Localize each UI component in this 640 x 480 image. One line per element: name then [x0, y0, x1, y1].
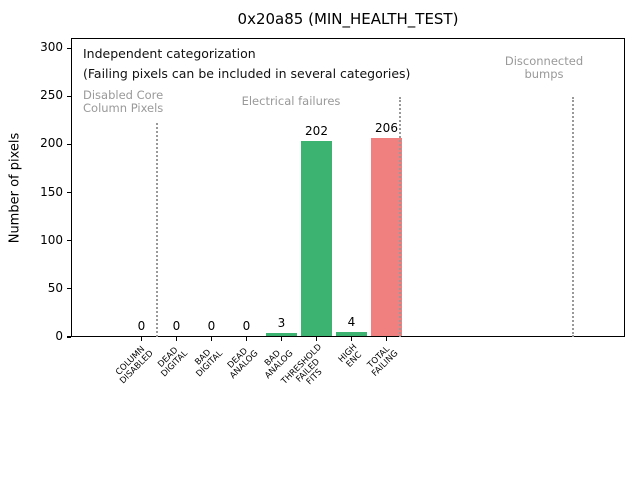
bar-5	[301, 141, 332, 336]
section-separator	[399, 97, 401, 337]
y-tick	[67, 240, 71, 242]
note-line-1: Independent categorization	[83, 46, 256, 61]
y-tick	[67, 191, 71, 194]
bar-value-label: 0	[207, 319, 216, 333]
bar-value-label: 0	[242, 319, 251, 333]
plot-area: Independent categorization (Failing pixe…	[71, 38, 625, 337]
bar-value-label: 0	[172, 319, 181, 333]
x-tick-label: BAD DIGITAL	[193, 347, 226, 380]
y-tick-label: 200	[40, 136, 63, 151]
y-tick	[67, 47, 71, 49]
x-tick-label: DEAD DIGITAL	[156, 345, 191, 380]
y-tick-label: 300	[40, 40, 63, 55]
y-tick-label: 100	[40, 232, 63, 247]
x-tick	[245, 337, 248, 341]
y-axis-label: Number of pixels	[7, 132, 23, 244]
bar-value-label: 206	[375, 121, 398, 135]
y-tick	[67, 288, 71, 290]
y-tick-label: 250	[40, 88, 63, 103]
y-tick	[67, 143, 71, 145]
y-tick-label: 150	[40, 184, 63, 199]
x-tick-label: TOTAL FAILING	[365, 344, 401, 379]
bar-7	[371, 138, 402, 336]
x-tick	[210, 337, 213, 341]
bar-value-label: 202	[305, 124, 328, 138]
x-tick	[315, 337, 318, 341]
y-tick	[67, 336, 71, 338]
bar-value-label: 0	[137, 319, 146, 333]
bar-4	[266, 333, 297, 336]
section-separator	[572, 97, 574, 337]
bar-value-label: 3	[277, 316, 286, 330]
x-tick	[280, 337, 283, 341]
x-tick-label: DEAD ANALOG	[225, 346, 261, 381]
section-label-electrical-failures: Electrical failures	[241, 94, 341, 108]
x-tick	[175, 337, 178, 341]
section-label-disconnected-bumps: Disconnected bumps	[504, 54, 584, 81]
x-tick-label: HIGH ENC	[336, 342, 364, 370]
x-tick	[140, 337, 143, 341]
note-line-2: (Failing pixels can be included in sever…	[83, 66, 411, 81]
section-label-disabled-core: Disabled Core Column Pixels	[83, 88, 164, 115]
x-tick	[385, 337, 388, 341]
x-tick-label: COLUMN DISABLED	[113, 344, 156, 387]
x-tick	[350, 337, 353, 341]
y-tick-label: 0	[55, 329, 63, 343]
bar-value-label: 4	[347, 315, 356, 329]
y-tick-label: 50	[47, 280, 63, 295]
chart-title: 0x20a85 (MIN_HEALTH_TEST)	[237, 10, 459, 28]
bar-6	[336, 332, 367, 336]
section-separator	[156, 123, 158, 337]
y-tick	[67, 95, 71, 97]
